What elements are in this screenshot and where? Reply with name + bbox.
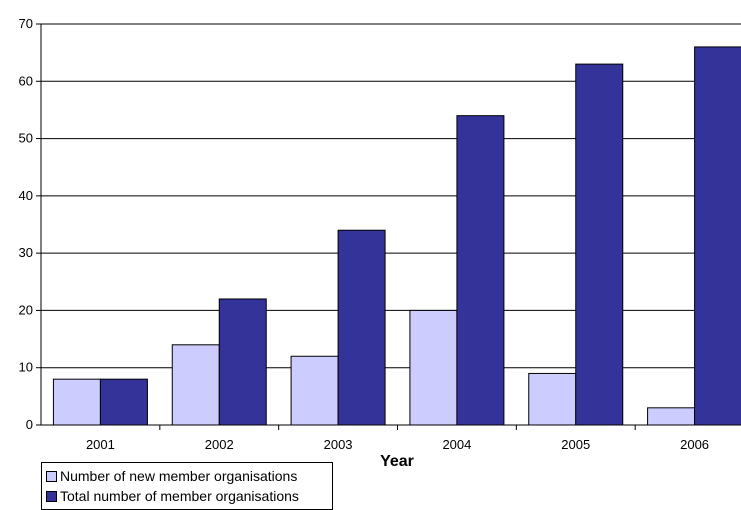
legend-swatch-total-members (46, 490, 57, 502)
legend-label-total-members: Total number of member organisations (60, 488, 299, 504)
axes (36, 23, 741, 430)
bar-new-members-2002 (171, 344, 220, 426)
legend: Number of new member organisations Total… (41, 462, 333, 510)
bar-new-members-2006 (647, 407, 696, 426)
x-tick-label: 2004 (442, 437, 471, 452)
y-tick-label: 60 (19, 73, 33, 88)
bar-new-members-2003 (290, 355, 339, 426)
y-tick-label: 30 (19, 245, 33, 260)
bars (52, 46, 741, 426)
y-tick-label: 0 (26, 417, 33, 432)
legend-label-new-members: Number of new member organisations (60, 468, 298, 484)
y-tick-label: 50 (19, 131, 33, 146)
legend-item-total-members: Total number of member organisations (46, 486, 332, 506)
x-tick-label: 2002 (205, 437, 234, 452)
bar-total-members-2003 (337, 229, 386, 426)
x-tick-label: 2006 (680, 437, 709, 452)
y-tick-label: 40 (19, 188, 33, 203)
x-tick-labels: 2001 2002 2003 2004 2005 2006 (86, 437, 709, 452)
y-tick-labels: 0 10 20 30 40 50 60 70 (19, 16, 33, 432)
y-tick-label: 20 (19, 302, 33, 317)
x-tick-label: 2003 (324, 437, 353, 452)
bar-new-members-2004 (409, 309, 458, 426)
x-axis-title: Year (380, 453, 414, 470)
bar-total-members-2006 (694, 46, 741, 426)
legend-item-new-members: Number of new member organisations (46, 466, 332, 486)
bar-total-members-2002 (218, 298, 267, 426)
gridlines (41, 23, 741, 369)
bar-new-members-2005 (528, 372, 577, 426)
bar-total-members-2004 (456, 115, 505, 426)
bar-new-members-2001 (52, 378, 101, 426)
y-tick-label: 70 (19, 16, 33, 31)
x-tick-label: 2005 (561, 437, 590, 452)
bar-total-members-2005 (575, 63, 624, 426)
y-tick-label: 10 (19, 360, 33, 375)
bar-total-members-2001 (99, 378, 148, 426)
legend-swatch-new-members (46, 470, 57, 482)
x-tick-label: 2001 (86, 437, 115, 452)
